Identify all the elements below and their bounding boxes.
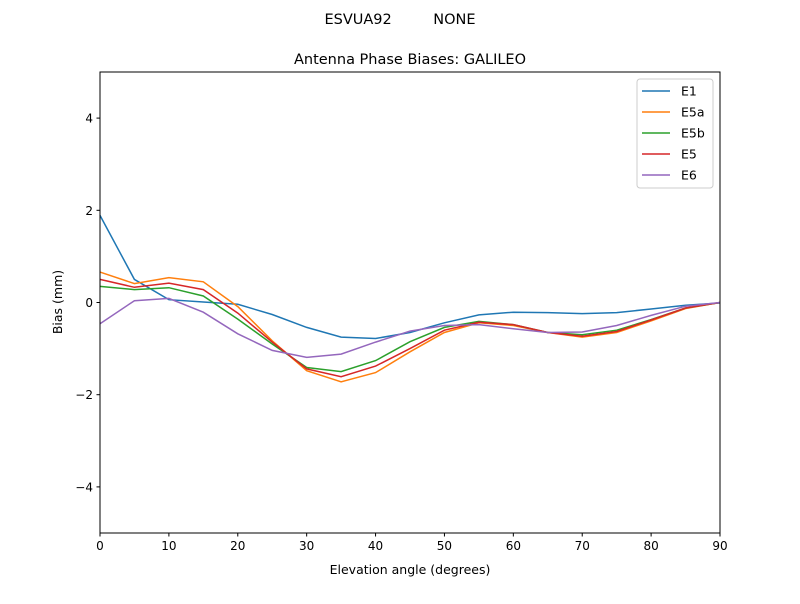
axes-frame [99, 71, 721, 534]
x-tick-label: 0 [96, 539, 104, 553]
y-tick-label: 4 [85, 112, 93, 126]
series-line-E1 [99, 215, 721, 340]
plot-area [99, 215, 721, 383]
legend: E1 E5a E5b E5 E6 [636, 78, 714, 189]
x-tick-label: 50 [437, 539, 452, 553]
x-tick-label: 30 [299, 539, 314, 553]
series-line-E6 [99, 297, 721, 359]
y-axis-label: Bias (mm) [50, 270, 65, 334]
x-tick-label: 60 [506, 539, 521, 553]
legend-label: E1 [681, 84, 697, 99]
legend-label: E5 [681, 147, 697, 162]
x-tick-label: 10 [161, 539, 176, 553]
suptitle: ESVUA92 NONE [324, 12, 475, 28]
legend-box [636, 78, 714, 189]
legend-label: E5a [681, 105, 705, 120]
x-axis-label: Elevation angle (degrees) [330, 562, 491, 577]
x-tick-label: 70 [575, 539, 590, 553]
series-line-E5b [99, 285, 721, 373]
legend-label: E5b [681, 126, 705, 141]
legend-label: E6 [681, 168, 697, 183]
y-tick-label: −4 [75, 480, 93, 494]
x-tick-label: 20 [230, 539, 245, 553]
y-tick-label: 2 [85, 204, 93, 218]
y-tick-label: −2 [75, 388, 93, 402]
series-line-E5a [99, 271, 721, 383]
x-tick-label: 90 [712, 539, 727, 553]
y-axis: −4 −2 0 2 4 [75, 112, 100, 494]
x-tick-label: 40 [368, 539, 383, 553]
chart-title: Antenna Phase Biases: GALILEO [294, 52, 526, 68]
series-line-E5 [99, 278, 721, 378]
y-tick-label: 0 [85, 296, 93, 310]
x-axis: 0 10 20 30 40 50 60 70 80 90 [96, 533, 728, 553]
x-tick-label: 80 [643, 539, 658, 553]
